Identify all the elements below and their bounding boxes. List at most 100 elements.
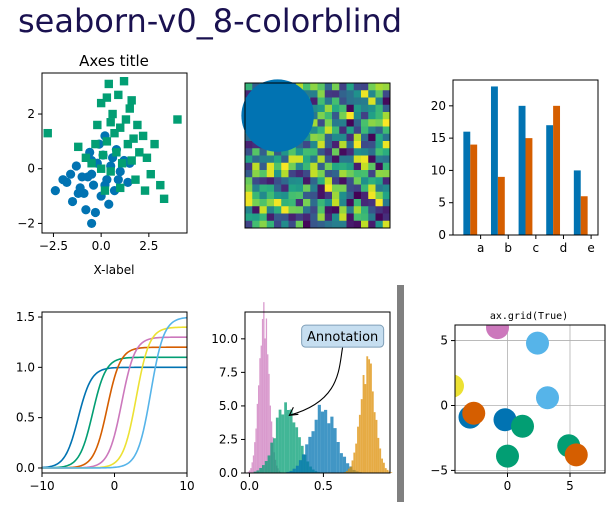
- bars-xtick-label: e: [587, 241, 594, 255]
- sigmoid-line: [42, 316, 188, 469]
- bars-xtick-label: d: [560, 241, 568, 255]
- image-cell: [310, 170, 318, 178]
- bars-ticks: a b c d e 0 5 10 15 20: [431, 99, 595, 255]
- histogram-bar: [278, 409, 282, 473]
- image-cell: [368, 90, 376, 98]
- scatter-point-square: [123, 139, 133, 149]
- histogram-bar: [386, 469, 389, 473]
- image-cell: [281, 184, 289, 193]
- image-cell: [375, 148, 384, 156]
- image-cell: [339, 155, 347, 164]
- image-cell: [346, 83, 355, 91]
- image-cell: [353, 112, 362, 120]
- image-cell: [346, 199, 355, 207]
- image-cell: [288, 220, 297, 229]
- image-cell: [295, 191, 304, 200]
- image-cell: [368, 119, 376, 127]
- image-cell: [266, 148, 275, 156]
- image-cell: [295, 220, 304, 229]
- image-cell: [303, 199, 311, 207]
- image-cell: [332, 191, 340, 200]
- scatter-point-square: [112, 148, 121, 157]
- image-cell: [375, 141, 384, 149]
- image-cell: [274, 155, 282, 164]
- scatter-point-circle: [104, 199, 114, 209]
- image-cell: [295, 184, 304, 193]
- histogram-bar: [250, 468, 252, 473]
- image-cell: [346, 213, 355, 222]
- image-cell: [382, 206, 391, 214]
- image-cell: [274, 162, 282, 171]
- image-cell: [339, 141, 347, 149]
- histogram-xtick-label: 0.5: [314, 479, 333, 493]
- histogram-bar: [259, 358, 261, 473]
- image-cell: [346, 170, 355, 178]
- image-cell: [346, 148, 355, 156]
- grid-scatter-point: [526, 331, 549, 355]
- image-cell: [317, 126, 326, 135]
- sigmoid-xtick-label: 10: [179, 479, 194, 493]
- image-cell: [281, 155, 289, 164]
- image-cell: [324, 162, 333, 171]
- histogram-frame: [244, 311, 391, 474]
- bar: [518, 105, 526, 235]
- image-cell: [339, 126, 347, 135]
- image-cell: [332, 213, 340, 222]
- image-cell: [274, 213, 282, 222]
- image-cell: [245, 177, 253, 185]
- image-cell: [332, 162, 340, 171]
- panel-scatter: Axes title −2.5 0.0 2.5 −2 0 2 X-label: [17, 52, 188, 277]
- histogram-bar: [292, 422, 296, 473]
- histogram-bar: [286, 471, 290, 473]
- image-cell: [288, 199, 297, 207]
- image-cell: [324, 177, 333, 185]
- bar: [580, 196, 588, 235]
- image-cell: [382, 191, 391, 200]
- scatter-point-circle: [90, 207, 101, 218]
- scatter-xlabel: X-label: [94, 263, 135, 277]
- image-cell: [252, 162, 260, 171]
- histogram-bar: [260, 345, 262, 473]
- image-cell: [324, 191, 333, 200]
- image-cell: [310, 213, 318, 222]
- image-cell: [332, 148, 340, 156]
- image-cell: [288, 162, 297, 171]
- image-cell: [375, 155, 384, 164]
- image-cell: [375, 177, 384, 185]
- scatter-point-circle: [87, 218, 97, 229]
- histogram-bar: [375, 419, 378, 473]
- image-cell: [375, 213, 384, 222]
- image-cell: [295, 141, 304, 149]
- histogram-bar: [247, 471, 249, 473]
- image-cell: [310, 90, 318, 98]
- scatter-point-square: [98, 150, 108, 160]
- image-cell: [310, 155, 318, 164]
- image-cell: [346, 133, 355, 142]
- image-cell: [361, 141, 369, 149]
- sigmoid-line: [42, 326, 188, 469]
- histogram-bar: [346, 463, 350, 473]
- image-cell: [324, 220, 333, 229]
- image-cell: [317, 206, 326, 214]
- histogram-bar: [305, 444, 309, 473]
- image-cell: [317, 119, 326, 127]
- image-cell: [339, 177, 347, 185]
- image-cell: [303, 191, 311, 200]
- histogram-bar: [370, 363, 372, 473]
- grid-scatter-point: [486, 325, 509, 340]
- scatter-point-square: [100, 186, 110, 195]
- image-cell: [368, 170, 376, 178]
- histogram-bar: [289, 470, 293, 473]
- image-cell: [245, 199, 253, 207]
- image-cell: [266, 170, 275, 178]
- image-cell: [353, 199, 362, 207]
- image-cell: [339, 119, 347, 127]
- histogram-bar: [324, 409, 328, 473]
- image-cell: [245, 141, 253, 149]
- grid-scatter-point: [493, 408, 517, 432]
- histogram-bar: [262, 465, 265, 473]
- image-cell: [361, 133, 369, 142]
- histogram-bar: [268, 373, 270, 473]
- image-cell: [252, 148, 260, 156]
- grid-scatter-xtick-label: 0: [504, 479, 512, 493]
